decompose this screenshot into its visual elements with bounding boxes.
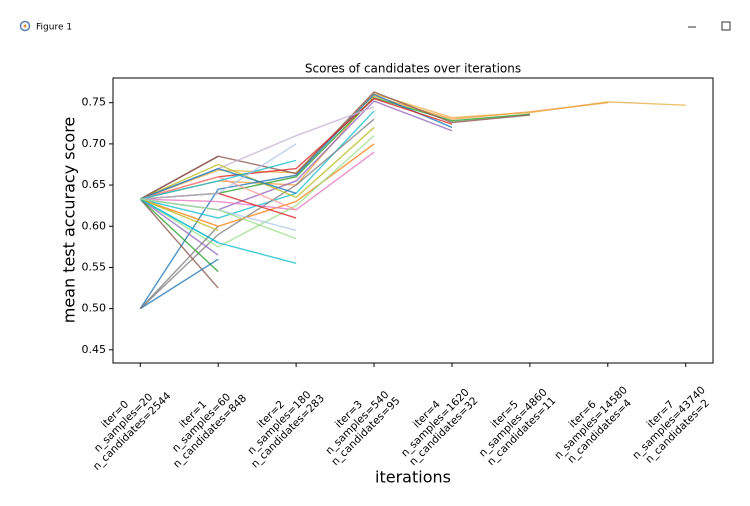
y-tick-label: 0.65 (82, 178, 107, 191)
candidate-line (140, 167, 297, 200)
x-tick-label-line: n_samples=43740 (630, 384, 708, 462)
x-tick-label-line: n_samples=14580 (552, 384, 630, 462)
x-tick-label: iter=1n_samples=60n_candidates=848 (170, 391, 249, 470)
candidate-line (139, 126, 375, 200)
candidate-line (139, 198, 219, 244)
y-tick-label: 0.70 (82, 137, 107, 150)
candidate-line (139, 258, 219, 310)
candidate-line (140, 159, 297, 200)
candidate-line (139, 198, 219, 273)
maximize-button[interactable] (721, 21, 731, 31)
candidate-line (140, 143, 297, 200)
y-tick-label: 0.45 (82, 343, 107, 356)
x-tick-label-line: n_candidates=848 (171, 392, 249, 470)
candidate-line (140, 198, 219, 232)
candidate-line (139, 198, 219, 256)
y-tick-label: 0.50 (82, 302, 107, 315)
y-tick-label: 0.55 (82, 260, 107, 273)
candidate-line (139, 198, 219, 289)
chart-title: Scores of candidates over iterations (305, 62, 521, 76)
candidate-line (140, 143, 375, 228)
x-tick-label-line: n_samples=1620 (399, 386, 472, 459)
y-tick-label: 0.60 (82, 219, 107, 232)
y-tick-label: 0.75 (82, 96, 107, 109)
x-tick-label-line: n_candidates=2544 (91, 390, 174, 473)
candidate-line (139, 118, 375, 310)
candidate-line (140, 176, 297, 211)
axes-frame (112, 77, 714, 364)
x-axis-label: iterations (375, 468, 451, 487)
plot-area: 0.45 0.50 0.55 0.60 0.65 0.70 0.75 iter=0n_samp… (82, 77, 714, 473)
app-icon (19, 20, 31, 32)
candidate-line (139, 155, 219, 200)
candidate-line (139, 225, 219, 310)
candidate-line (140, 96, 530, 200)
candidate-line (140, 198, 297, 240)
x-tick-label-line: n_candidates=283 (249, 392, 327, 470)
window-title: Figure 1 (36, 23, 72, 33)
candidate-line (139, 93, 453, 310)
x-tick-label-line: n_samples=4860 (477, 386, 550, 459)
candidate-line (139, 135, 375, 248)
x-tick-label: iter=0n_samples=20n_candidates=2544 (91, 390, 174, 473)
y-axis-label: mean test accuracy score (60, 117, 79, 324)
